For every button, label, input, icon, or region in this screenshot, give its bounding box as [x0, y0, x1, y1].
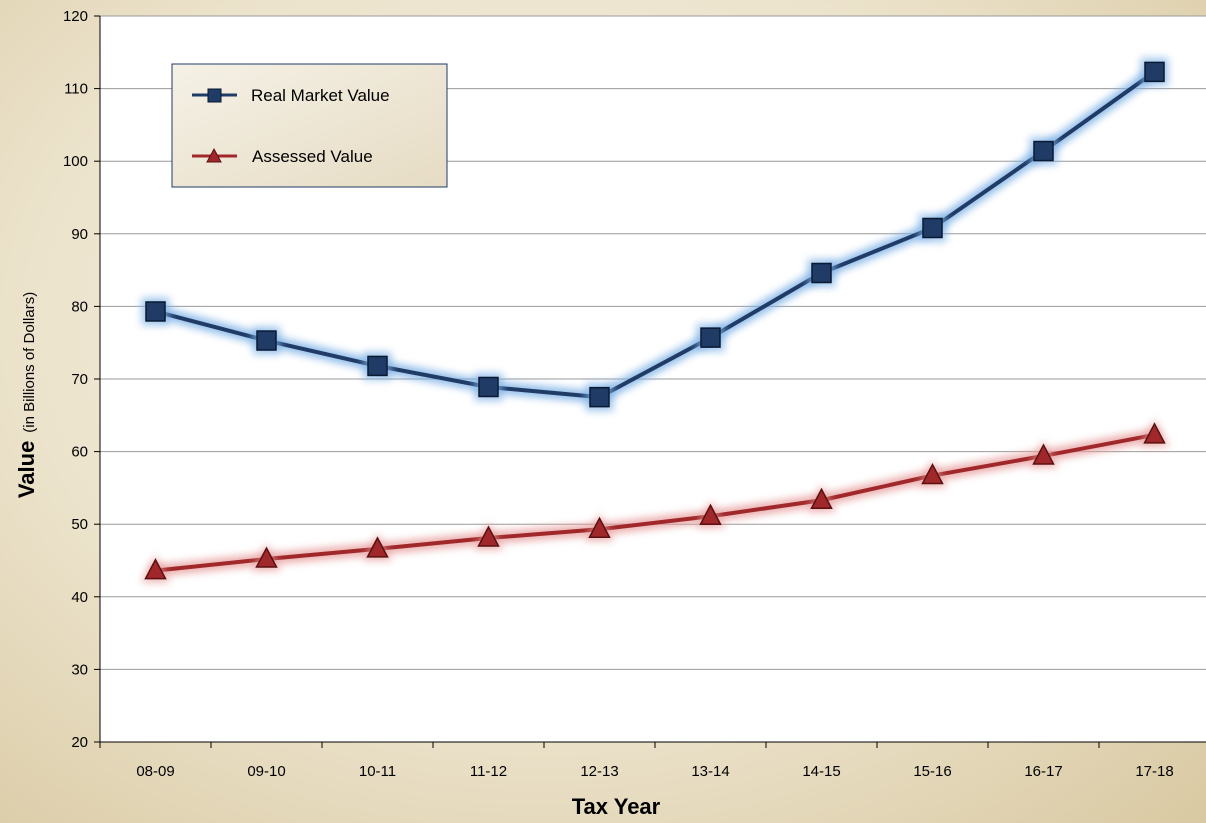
y-tick-label: 20: [71, 734, 88, 751]
data-point: [1144, 61, 1165, 83]
y-tick-labels: 20 30 40 50 60 70 80 90 100 110 120: [63, 8, 88, 751]
data-point: [144, 558, 167, 580]
legend-assessed-marker: [206, 147, 222, 163]
x-tick-label: 10-11: [359, 763, 396, 780]
legend-real-market-marker: [207, 88, 222, 103]
axes: [94, 15, 1206, 748]
y-tick-label: 120: [63, 8, 88, 25]
data-point: [366, 536, 389, 558]
y-axis-title-main: Value: [14, 441, 39, 498]
y-tick-label: 90: [71, 226, 88, 243]
data-point: [700, 327, 721, 348]
data-point: [477, 525, 500, 547]
y-axis-title: Value (in Billions of Dollars): [14, 292, 39, 498]
data-point: [699, 503, 722, 525]
series-assessed-value: [140, 418, 1170, 583]
y-tick-label: 80: [71, 298, 88, 315]
data-point: [810, 487, 833, 509]
x-tick-label: 13-14: [691, 763, 729, 780]
data-point: [1143, 422, 1166, 444]
data-point: [589, 386, 610, 408]
data-point: [367, 355, 388, 377]
series-layer: [140, 57, 1170, 583]
y-tick-label: 70: [71, 371, 88, 388]
legend-real-market-label: Real Market Value: [251, 86, 390, 105]
x-tick-label: 14-15: [802, 763, 840, 780]
data-point: [256, 330, 277, 351]
legend: Real Market Value Assessed Value: [171, 63, 448, 188]
y-tick-label: 100: [63, 153, 88, 170]
y-tick-label: 50: [71, 516, 88, 533]
legend-assessed-label: Assessed Value: [252, 147, 373, 166]
series-real-market-value: [141, 57, 1169, 412]
x-tick-label: 16-17: [1024, 763, 1062, 780]
data-point: [255, 546, 278, 568]
x-tick-label: 12-13: [580, 763, 618, 780]
data-point: [921, 462, 944, 485]
x-tick-labels: 08-09 09-10 10-11 11-12 12-13 13-14 14-15 15-16…: [136, 763, 1173, 780]
x-tick-label: 11-12: [470, 763, 507, 780]
data-point: [811, 262, 832, 284]
series-line: [155, 432, 1155, 573]
data-point: [478, 376, 499, 398]
x-tick-label: 09-10: [247, 763, 285, 780]
x-tick-label: 15-16: [913, 763, 951, 780]
y-tick-label: 110: [64, 81, 88, 98]
y-axis-title-sub: (in Billions of Dollars): [21, 292, 38, 433]
data-point: [1033, 140, 1054, 162]
y-tick-label: 30: [71, 661, 88, 678]
legend-box: [171, 63, 448, 188]
x-tick-label: 17-18: [1135, 763, 1173, 780]
x-axis-title: Tax Year: [572, 794, 661, 819]
y-tick-label: 40: [71, 589, 88, 606]
data-point: [145, 301, 166, 322]
y-tick-label: 60: [71, 444, 88, 461]
data-point: [922, 217, 943, 239]
series-line: [154, 70, 1156, 400]
data-point: [1032, 443, 1055, 465]
data-point: [588, 516, 611, 539]
x-tick-label: 08-09: [136, 763, 174, 780]
